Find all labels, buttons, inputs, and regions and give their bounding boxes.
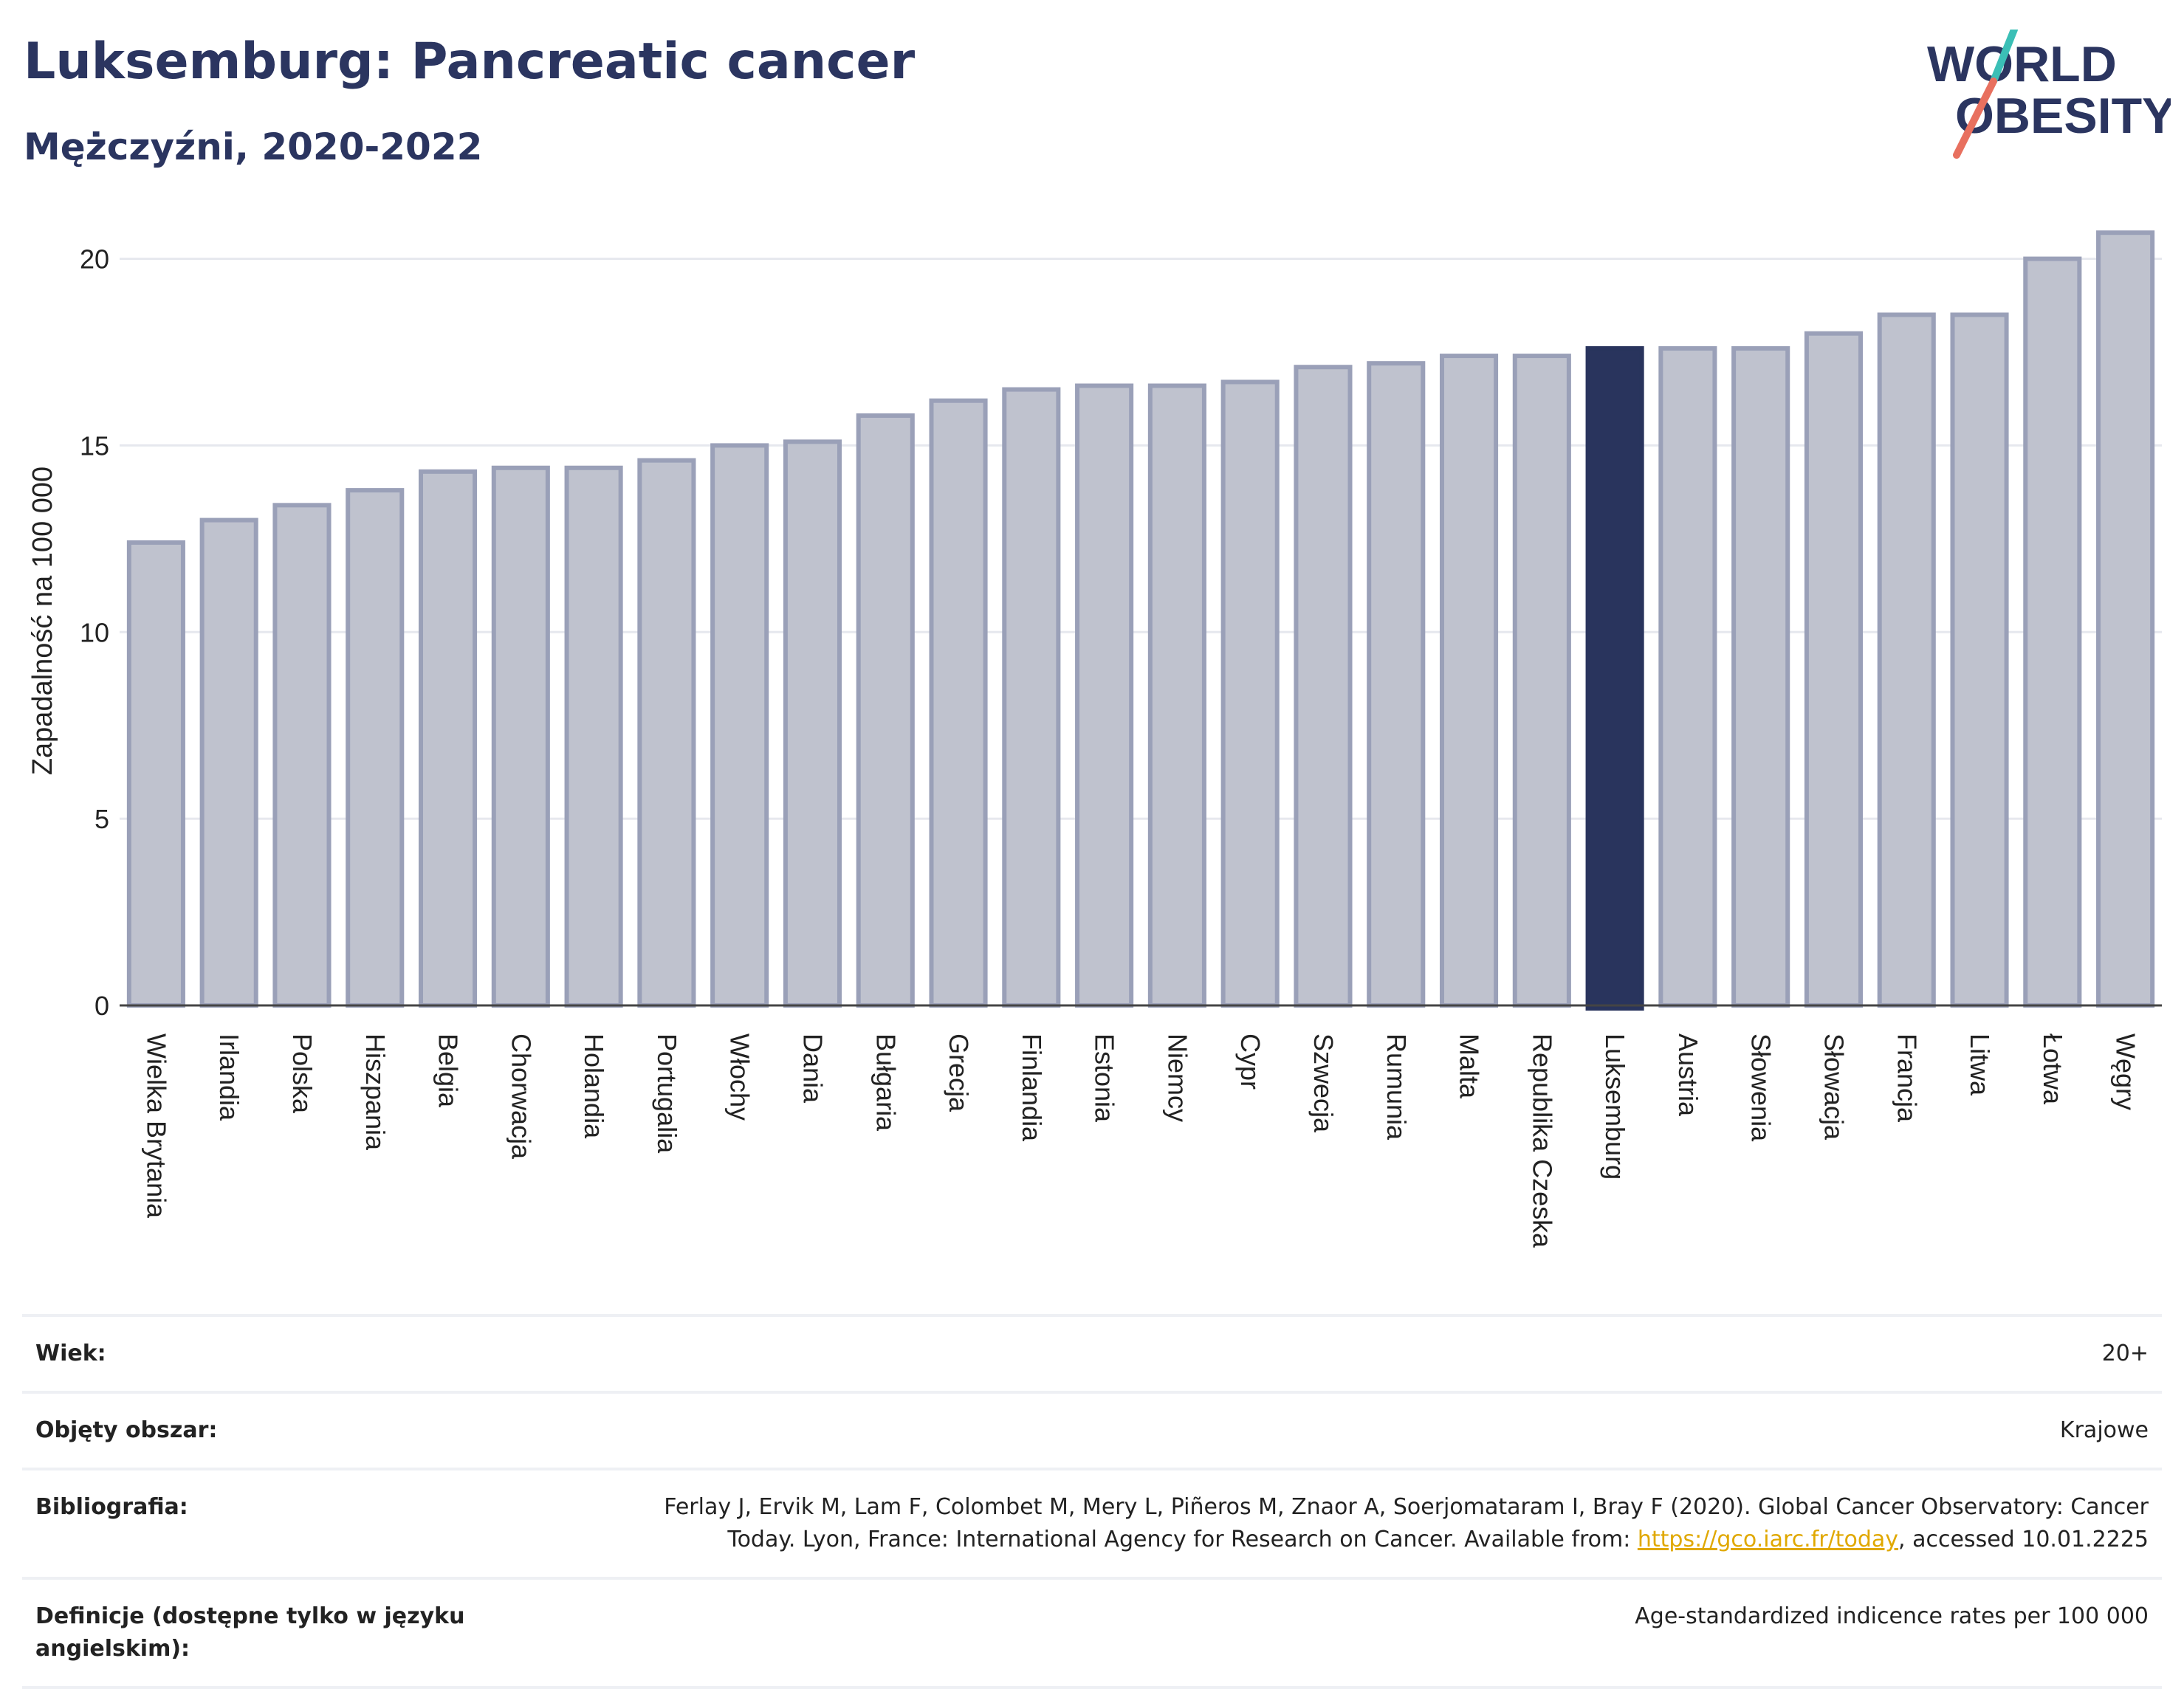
bar-dania: [783, 439, 842, 1008]
bar-bułgaria: [856, 413, 915, 1008]
logo-line1: WORLD: [1927, 36, 2117, 92]
bar-republika-czeska: [1512, 354, 1571, 1008]
meta-row-age: Wiek: 20+: [22, 1314, 2162, 1391]
y-tick-label: 0: [95, 991, 109, 1021]
bar-litwa: [1950, 312, 2009, 1008]
bar-luksemburg: [1585, 345, 1644, 1011]
x-tick-label: Wielka Brytania: [141, 1033, 171, 1219]
x-tick-label: Estonia: [1090, 1033, 1120, 1123]
x-tick-label: Austria: [1673, 1033, 1703, 1117]
x-tick-label: Belgia: [433, 1033, 464, 1108]
age-value: 20+: [2101, 1341, 2149, 1366]
bar-belgia: [418, 469, 478, 1008]
x-tick-label: Irlandia: [214, 1033, 244, 1121]
x-tick-label: Hiszpania: [360, 1033, 391, 1151]
x-axis-ticks: Wielka Brytania Irlandia Polska Hiszpania Be…: [141, 1033, 2140, 1248]
bar-rumunia: [1367, 361, 1426, 1008]
bar-hiszpania: [346, 488, 405, 1008]
x-tick-label: Republika Czeska: [1527, 1033, 1557, 1248]
bibliography-text-1: Ferlay J, Ervik M, Lam F, Colombet M, Me…: [664, 1494, 2149, 1520]
x-tick-label: Luksemburg: [1600, 1033, 1630, 1180]
x-tick-label: Bułgaria: [870, 1033, 901, 1132]
x-tick-label: Grecja: [944, 1033, 974, 1112]
bibliography-text-3: , accessed 10.01.2225: [1898, 1527, 2149, 1552]
y-tick-label: 5: [95, 804, 109, 834]
bar-łotwa: [2023, 256, 2082, 1008]
bibliography-value: Ferlay J, Ervik M, Lam F, Colombet M, Me…: [493, 1491, 2149, 1556]
x-tick-label: Cypr: [1235, 1033, 1266, 1090]
bar-holandia: [564, 465, 623, 1008]
bar-grecja: [929, 398, 988, 1008]
x-tick-label: Niemcy: [1162, 1033, 1192, 1122]
x-tick-label: Francja: [1892, 1033, 1922, 1123]
y-axis-ticks: 0 5 10 15 20: [80, 244, 109, 1021]
metadata-table: Wiek: 20+ Objęty obszar: Krajowe Bibliog…: [22, 1314, 2162, 1689]
x-tick-label: Włochy: [725, 1033, 755, 1121]
world-obesity-logo: WORLD OBESITY: [1927, 30, 2171, 159]
x-tick-label: Polska: [287, 1033, 317, 1114]
x-tick-label: Malta: [1455, 1033, 1485, 1099]
meta-row-bibliography: Bibliografia: Ferlay J, Ervik M, Lam F, …: [22, 1468, 2162, 1577]
x-tick-label: Szwecja: [1308, 1033, 1339, 1133]
x-tick-label: Holandia: [579, 1033, 609, 1139]
bar-słowenia: [1731, 345, 1790, 1008]
logo-slash-coral: [1953, 78, 1997, 159]
y-axis-label: Zapadalność na 100 000: [27, 467, 58, 775]
meta-row-area: Objęty obszar: Krajowe: [22, 1391, 2162, 1468]
x-tick-label: Portugalia: [652, 1033, 682, 1154]
bar-chorwacja: [491, 465, 550, 1008]
chart-title: Luksemburg: Pancreatic cancer: [24, 32, 916, 91]
age-label: Wiek:: [35, 1341, 106, 1366]
x-tick-label: Litwa: [1965, 1033, 1995, 1096]
bar-irlandia: [199, 517, 258, 1008]
bar-portugalia: [637, 458, 696, 1008]
x-tick-label: Słowacja: [1819, 1033, 1849, 1141]
bars: [126, 230, 2155, 1011]
x-tick-label: Węgry: [2111, 1033, 2141, 1110]
x-tick-label: Słowenia: [1746, 1033, 1776, 1142]
bar-malta: [1439, 354, 1499, 1008]
bibliography-label: Bibliografia:: [35, 1494, 188, 1520]
bar-wielka-brytania: [126, 540, 185, 1008]
y-tick-label: 10: [80, 617, 109, 647]
bibliography-link[interactable]: https://gco.iarc.fr/today: [1637, 1527, 1899, 1552]
bar-szwecja: [1294, 365, 1353, 1008]
y-tick-label: 20: [80, 244, 109, 275]
x-tick-label: Chorwacja: [506, 1033, 536, 1160]
x-tick-label: Rumunia: [1381, 1033, 1412, 1141]
x-tick-label: Łotwa: [2038, 1033, 2068, 1105]
bar-niemcy: [1147, 383, 1206, 1008]
y-tick-label: 15: [80, 430, 109, 461]
bar-polska: [272, 503, 332, 1008]
bar-słowacja: [1804, 331, 1864, 1008]
bar-estonia: [1075, 383, 1134, 1008]
logo-slash-teal: [1990, 30, 2018, 85]
bar-węgry: [2096, 230, 2155, 1008]
definitions-label: Definicje (dostępne tylko w języku angie…: [35, 1603, 465, 1662]
bar-włochy: [710, 443, 769, 1008]
bar-cypr: [1220, 379, 1280, 1008]
x-tick-label: Dania: [797, 1033, 828, 1104]
x-tick-label: Finlandia: [1017, 1033, 1047, 1142]
meta-row-definitions: Definicje (dostępne tylko w języku angie…: [22, 1577, 2162, 1689]
area-label: Objęty obszar:: [35, 1417, 218, 1443]
definitions-value: Age-standardized indicence rates per 100…: [1635, 1603, 2149, 1629]
bar-finlandia: [1002, 387, 1061, 1008]
area-value: Krajowe: [2059, 1417, 2149, 1443]
bar-chart: 0 5 10 15 20 Wielka Brytania Irlandia Polska Hi…: [27, 230, 2162, 1248]
bibliography-text-2: Today. Lyon, France: International Agenc…: [727, 1527, 1638, 1552]
logo-line2: OBESITY: [1955, 88, 2171, 144]
bar-francja: [1877, 312, 1936, 1008]
chart-subtitle: Mężczyźni, 2020-2022: [24, 125, 483, 168]
bar-austria: [1658, 345, 1717, 1008]
